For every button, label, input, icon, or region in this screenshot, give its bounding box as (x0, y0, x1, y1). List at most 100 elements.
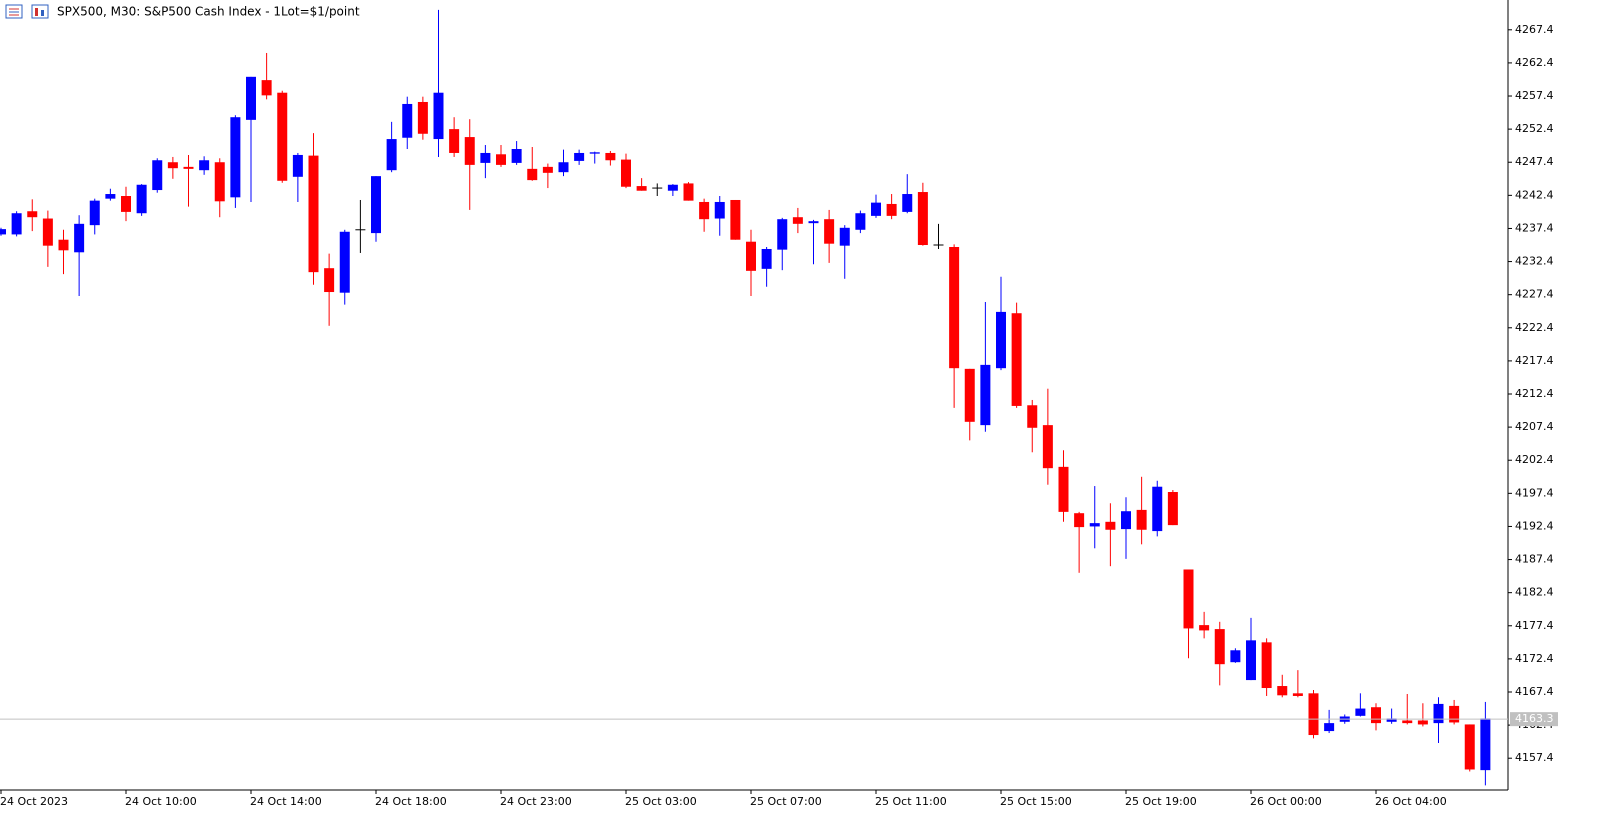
candle-body (1261, 642, 1272, 689)
candle-body (74, 223, 85, 253)
candle-body (308, 155, 319, 273)
x-tick-label: 24 Oct 14:00 (250, 795, 322, 808)
candle-body (949, 246, 960, 369)
candle-body (980, 364, 991, 426)
icon-bar (35, 8, 38, 16)
y-tick-label: 4177.4 (1515, 619, 1554, 632)
candle-body (1183, 569, 1194, 629)
candle-body (371, 176, 381, 234)
candle-body (1199, 625, 1210, 631)
candle-body (1371, 707, 1381, 724)
candle-body (1480, 718, 1491, 771)
y-tick-label: 4182.4 (1515, 586, 1554, 599)
y-tick-label: 4232.4 (1515, 255, 1554, 268)
candle-body (183, 166, 194, 169)
icon-chart[interactable] (31, 4, 49, 19)
candle-body (902, 194, 913, 212)
candle-body (886, 203, 897, 216)
y-tick-label: 4267.4 (1515, 23, 1554, 36)
candle-body (996, 311, 1006, 369)
candle-body (792, 217, 803, 224)
candle-body (1136, 509, 1147, 530)
candle-body (136, 184, 147, 214)
candle-body (261, 80, 272, 96)
candle-body (1230, 650, 1241, 663)
candle-body (1246, 640, 1256, 681)
candle-body (808, 221, 819, 224)
candle-body (1121, 511, 1131, 530)
x-tick-label: 26 Oct 04:00 (1375, 795, 1447, 808)
candle-body (1386, 718, 1397, 722)
candle-body (199, 160, 210, 171)
last-price-box (1510, 712, 1558, 727)
candle-body (1308, 693, 1319, 736)
candle-body (1402, 720, 1413, 724)
candle-body (1089, 523, 1100, 527)
x-tick-label: 24 Oct 10:00 (125, 795, 197, 808)
candle-body (324, 268, 335, 293)
candle-body (855, 213, 866, 230)
candle-body (58, 239, 69, 251)
candle-body (1152, 486, 1163, 532)
candle-body (1214, 629, 1225, 665)
candle-body (683, 183, 694, 201)
x-tick-label: 25 Oct 19:00 (1125, 795, 1197, 808)
x-tick-label: 25 Oct 03:00 (625, 795, 697, 808)
candle-body (1277, 686, 1288, 696)
candle-body (89, 200, 100, 226)
candle-body (558, 162, 569, 173)
y-tick-label: 4237.4 (1515, 221, 1554, 234)
y-tick-label: 4212.4 (1515, 387, 1554, 400)
y-tick-label: 4222.4 (1515, 321, 1554, 334)
candle-body (1167, 492, 1178, 526)
candle-body (1042, 425, 1053, 469)
candle-body (449, 129, 460, 153)
candle-body (121, 196, 131, 212)
candle-body (1433, 703, 1444, 724)
candle-body (11, 213, 22, 235)
x-tick-label: 24 Oct 23:00 (500, 795, 572, 808)
candle-body (636, 186, 647, 191)
candle-body (542, 166, 553, 173)
candle-body (386, 139, 397, 171)
candle-body (1105, 521, 1116, 530)
icon-bar (41, 10, 44, 16)
y-tick-label: 4257.4 (1515, 89, 1554, 102)
y-tick-label: 4247.4 (1515, 155, 1554, 168)
candle-body (777, 219, 788, 250)
candle-body (496, 154, 506, 165)
candle-body (1011, 313, 1022, 406)
y-tick-label: 4207.4 (1515, 420, 1554, 433)
candle-body (714, 201, 725, 219)
y-tick-label: 4227.4 (1515, 288, 1554, 301)
candle-body (1074, 513, 1085, 528)
candle-body (464, 137, 475, 165)
candle-body (761, 248, 772, 269)
y-tick-label: 4157.4 (1515, 751, 1554, 764)
candle-body (699, 201, 710, 220)
candle-body (1464, 724, 1475, 770)
candle-body (214, 162, 225, 202)
x-tick-label: 25 Oct 11:00 (875, 795, 947, 808)
candle-body (605, 152, 616, 161)
candle-body (511, 148, 522, 163)
x-tick-label: 25 Oct 15:00 (1000, 795, 1072, 808)
y-tick-label: 4167.4 (1515, 685, 1554, 698)
y-tick-label: 4252.4 (1515, 122, 1554, 135)
candle-body (824, 219, 835, 244)
candle-body (433, 92, 444, 140)
y-tick-label: 4202.4 (1515, 453, 1554, 466)
y-tick-label: 4242.4 (1515, 188, 1554, 201)
candle-body (402, 103, 413, 138)
candle-body (167, 162, 178, 169)
candle-body (1058, 466, 1069, 512)
y-tick-label: 4197.4 (1515, 486, 1554, 499)
candle-body (42, 218, 53, 246)
x-tick-label: 24 Oct 18:00 (375, 795, 447, 808)
candle-body (839, 227, 850, 246)
candle-body (277, 92, 288, 181)
y-tick-label: 4262.4 (1515, 56, 1554, 69)
candle-body (621, 159, 631, 187)
candle-body (230, 117, 241, 198)
